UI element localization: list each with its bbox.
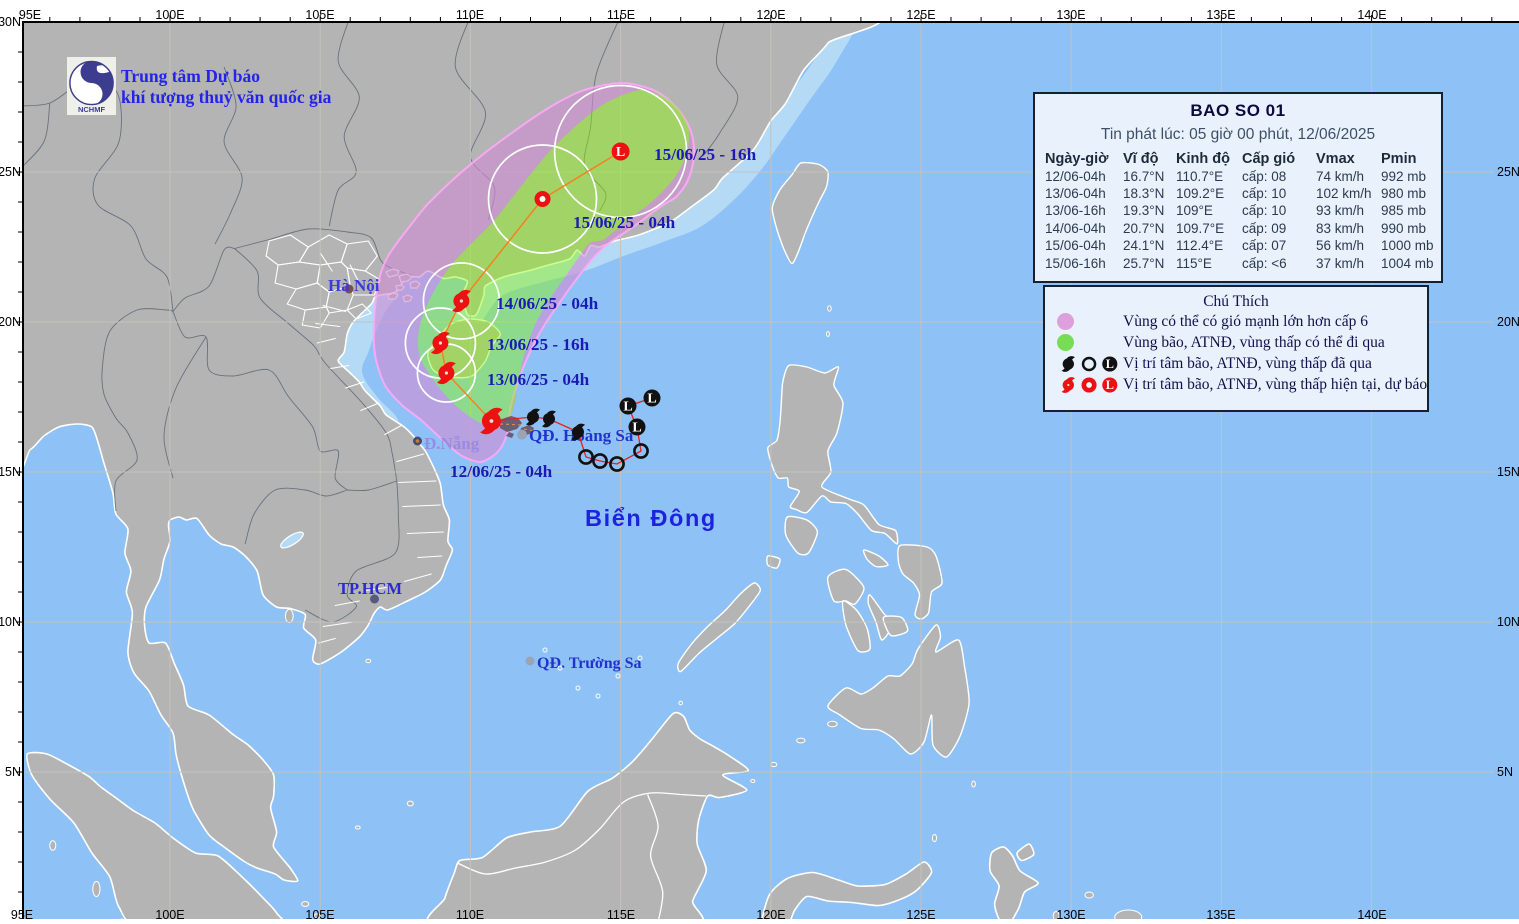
svg-text:15N: 15N [0, 465, 21, 479]
svg-text:14/06/25 - 04h: 14/06/25 - 04h [496, 294, 599, 313]
svg-text:100E: 100E [155, 8, 184, 22]
svg-text:QĐ. Trường Sa: QĐ. Trường Sa [537, 655, 642, 672]
svg-text:105E: 105E [305, 908, 334, 919]
svg-text:TP.HCM: TP.HCM [338, 579, 402, 598]
svg-text:13/06/25 - 04h: 13/06/25 - 04h [487, 370, 590, 389]
svg-text:5N: 5N [5, 765, 21, 779]
svg-text:L: L [623, 399, 632, 414]
svg-text:125E: 125E [906, 8, 935, 22]
svg-text:110E: 110E [456, 8, 484, 22]
svg-text:30N: 30N [0, 15, 21, 29]
svg-text:105E: 105E [305, 8, 334, 22]
svg-text:130E: 130E [1056, 8, 1085, 22]
svg-text:135E: 135E [1206, 908, 1235, 919]
svg-text:L: L [647, 391, 656, 406]
svg-text:khí tượng thuỷ văn quốc gia: khí tượng thuỷ văn quốc gia [121, 87, 332, 107]
svg-text:10N: 10N [1497, 615, 1519, 629]
svg-text:Biển Đông: Biển Đông [585, 505, 717, 531]
svg-text:12/06/25 - 04h: 12/06/25 - 04h [450, 462, 553, 481]
svg-text:13/06/25 - 16h: 13/06/25 - 16h [487, 335, 590, 354]
svg-text:95E: 95E [19, 8, 41, 22]
svg-text:25N: 25N [1497, 165, 1519, 179]
svg-text:Đ.Nẵng: Đ.Nẵng [424, 434, 480, 453]
svg-text:25N: 25N [0, 165, 21, 179]
svg-text:110E: 110E [456, 908, 484, 919]
svg-text:10N: 10N [0, 615, 21, 629]
svg-text:15/06/25 - 16h: 15/06/25 - 16h [654, 145, 757, 164]
svg-text:120E: 120E [756, 908, 785, 919]
svg-text:5N: 5N [1497, 765, 1513, 779]
svg-text:15/06/25 - 04h: 15/06/25 - 04h [573, 213, 676, 232]
svg-text:L: L [1106, 356, 1114, 370]
svg-text:100E: 100E [155, 908, 184, 919]
svg-text:135E: 135E [1206, 8, 1235, 22]
svg-text:Hà Nội: Hà Nội [328, 276, 380, 295]
svg-text:NCHMF: NCHMF [78, 105, 105, 114]
svg-text:L: L [1106, 377, 1114, 391]
svg-text:130E: 130E [1056, 908, 1085, 919]
svg-text:125E: 125E [906, 908, 935, 919]
svg-text:L: L [616, 145, 625, 160]
svg-text:140E: 140E [1357, 908, 1386, 919]
svg-text:15N: 15N [1497, 465, 1519, 479]
svg-text:95E: 95E [11, 908, 33, 919]
svg-text:L: L [632, 420, 641, 435]
svg-text:Trung tâm Dự báo: Trung tâm Dự báo [121, 66, 260, 86]
svg-text:140E: 140E [1357, 8, 1386, 22]
svg-text:20N: 20N [0, 315, 21, 329]
svg-text:20N: 20N [1497, 315, 1519, 329]
svg-text:120E: 120E [756, 8, 785, 22]
svg-text:115E: 115E [607, 908, 635, 919]
svg-text:115E: 115E [607, 8, 635, 22]
